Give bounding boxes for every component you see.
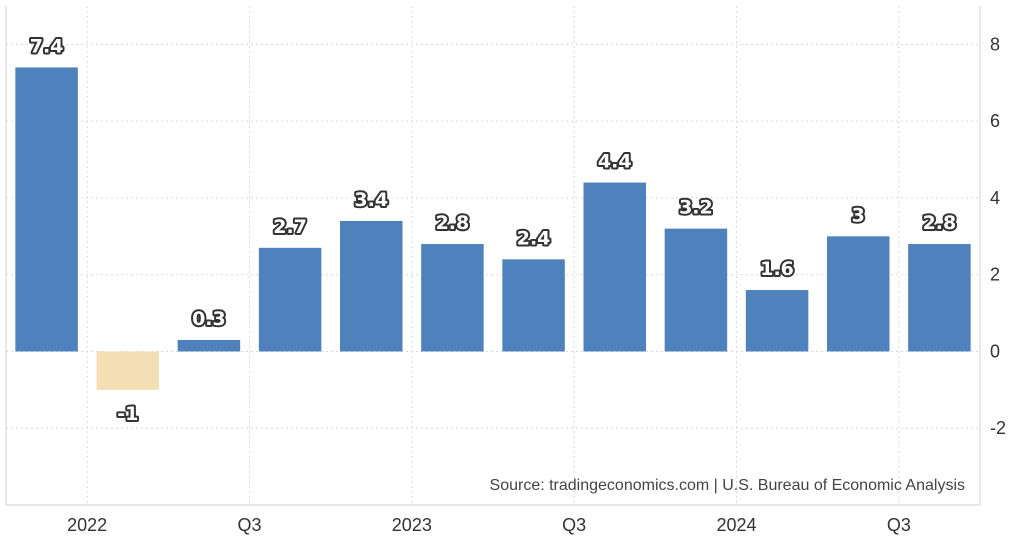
bar (340, 220, 403, 352)
data-label: 2.7 (273, 216, 307, 238)
x-tick-label: Q3 (237, 515, 261, 535)
data-label-layer: 7.4 -1 0.3 2.7 3.4 2.8 2.4 4.4 3.2 1.6 3 2.8 (28, 33, 959, 426)
grid-layer (6, 6, 980, 505)
data-label: 3.2 (679, 197, 713, 219)
x-tick-label: Q3 (887, 515, 911, 535)
axis-layer: -2 0 2 4 6 8 2022 Q3 2023 Q3 2024 Q3 (5, 6, 1006, 535)
data-label: 4.4 (598, 151, 632, 173)
x-tick-label: 2024 (716, 515, 756, 535)
bar (583, 182, 646, 352)
data-label: 0.3 (192, 308, 226, 330)
y-tick-label: -2 (990, 418, 1006, 438)
bar (15, 67, 78, 352)
data-label: 7.4 (30, 35, 64, 57)
y-tick-label: 4 (990, 188, 1000, 208)
x-tick-label: 2023 (392, 515, 432, 535)
data-label: 1.6 (760, 258, 794, 280)
y-tick-label: 6 (990, 111, 1000, 131)
x-tick-label: Q3 (562, 515, 586, 535)
data-label: 2.8 (923, 212, 957, 234)
y-tick-label: 2 (990, 265, 1000, 285)
bar (421, 243, 484, 352)
x-tick-label: 2022 (67, 515, 107, 535)
y-tick-label: 8 (990, 34, 1000, 54)
source-note: Source: tradingeconomics.com | U.S. Bure… (490, 477, 965, 494)
data-label: -1 (117, 403, 138, 425)
bar (258, 247, 322, 352)
data-label: 3.4 (354, 189, 388, 211)
data-label: 2.4 (517, 227, 551, 249)
bar (96, 351, 159, 390)
bar (827, 236, 890, 352)
bar (745, 290, 809, 352)
bar-layer (15, 67, 971, 390)
data-label: 2.8 (436, 212, 470, 234)
bar (664, 228, 728, 352)
bar (177, 339, 241, 352)
bar (502, 259, 565, 352)
y-tick-label: 0 (990, 341, 1000, 361)
bar (908, 243, 971, 352)
data-label: 3 (852, 204, 865, 226)
